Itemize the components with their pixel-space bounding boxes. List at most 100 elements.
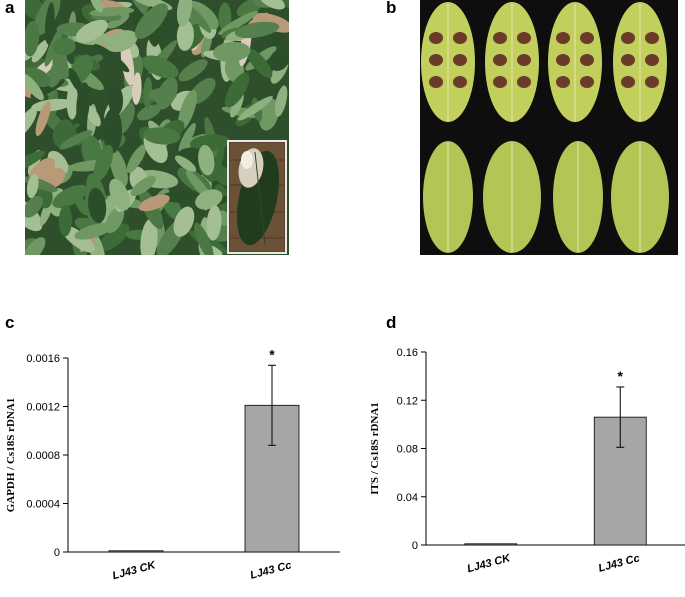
lesion <box>517 54 531 66</box>
y-tick-label: 0.0012 <box>26 402 60 414</box>
leaf <box>174 155 197 172</box>
lesion <box>453 32 467 44</box>
panel-label-c: c <box>5 313 15 332</box>
leaf <box>234 21 280 39</box>
lesion <box>621 76 635 88</box>
lesion <box>493 32 507 44</box>
y-tick-label: 0 <box>412 540 418 552</box>
leaf <box>89 0 103 13</box>
infected-leaf-inset <box>227 140 287 254</box>
leaf <box>142 127 181 145</box>
leaf <box>106 12 130 29</box>
leaf <box>126 144 147 173</box>
leaf <box>99 223 130 252</box>
leaf <box>109 148 128 188</box>
leaf <box>52 184 88 209</box>
leaf <box>258 0 285 10</box>
leaf <box>66 83 78 120</box>
leaf <box>136 104 161 121</box>
panel-label-d: d <box>386 313 397 332</box>
leaf <box>246 48 273 79</box>
y-tick-label: 0.12 <box>397 395 418 407</box>
leaf <box>176 0 193 27</box>
bar <box>593 416 647 546</box>
leaf <box>88 187 107 224</box>
leaf <box>25 150 46 172</box>
leaf <box>76 82 90 126</box>
leaf <box>177 89 197 131</box>
leaf <box>140 218 158 255</box>
leaf <box>148 87 177 103</box>
lesion <box>453 54 467 66</box>
chart-d: 0 0.04 0.08 0.12 0.16 ITS / Cs18S rDNA1 LJ43 C… <box>369 330 685 597</box>
leaf <box>189 134 231 152</box>
leaf <box>52 38 76 56</box>
leaf <box>45 2 55 45</box>
leaf <box>141 55 179 79</box>
panel-label-b: b <box>386 0 397 17</box>
leaf <box>74 223 113 240</box>
leaf <box>224 72 250 108</box>
panel-label-a: a <box>5 0 15 17</box>
leaf <box>178 59 208 82</box>
lesion <box>556 76 570 88</box>
leaf <box>213 41 251 62</box>
tea-field-photo-drawing <box>25 0 289 255</box>
lesion <box>645 32 659 44</box>
leaf <box>162 190 199 203</box>
leaf <box>176 20 194 51</box>
leaf <box>109 178 130 211</box>
leaf <box>25 107 38 138</box>
leaf <box>186 5 212 33</box>
leaf <box>103 108 123 154</box>
inoculated-leaves-drawing <box>420 0 678 255</box>
tea-field-photo <box>25 0 289 255</box>
leaf <box>213 164 232 186</box>
y-axis-label: ITS / Cs18S rDNA1 <box>369 402 381 495</box>
lesion <box>493 54 507 66</box>
lesion <box>517 76 531 88</box>
leaf <box>81 135 102 168</box>
leaf <box>58 205 73 237</box>
leaf <box>274 85 288 117</box>
leaf <box>31 39 49 63</box>
bar <box>108 550 164 553</box>
leaf <box>195 189 223 210</box>
leaf <box>130 175 156 197</box>
leaf <box>218 2 232 32</box>
leaf <box>206 205 222 241</box>
y-tick-label: 0.08 <box>397 444 418 456</box>
chart-d-svg: 0 0.04 0.08 0.12 0.16 ITS / Cs18S rDNA1 LJ43 C… <box>369 347 685 575</box>
leaf <box>178 123 196 153</box>
lesion <box>645 54 659 66</box>
lesion <box>580 76 594 88</box>
inoculated-leaves-photo <box>420 0 678 255</box>
leaf <box>134 3 168 39</box>
lesion <box>621 32 635 44</box>
leaf <box>108 85 124 116</box>
leaf <box>25 73 44 101</box>
lesion <box>621 54 635 66</box>
leaf <box>26 174 39 199</box>
y-tick-label: 0.16 <box>397 347 418 359</box>
blighted-leaf <box>138 194 170 212</box>
leaf <box>93 144 114 181</box>
leaf <box>25 195 43 218</box>
significance-marker: * <box>269 346 275 362</box>
blighted-leaf <box>132 72 142 105</box>
leaf <box>268 49 289 71</box>
y-tick-label: 0 <box>54 547 60 559</box>
leaf <box>143 76 153 109</box>
blighted-leaf <box>120 41 135 86</box>
leaf <box>173 206 195 237</box>
blighted-leaf <box>35 101 51 136</box>
leaf <box>218 10 258 35</box>
leaf <box>25 20 40 57</box>
lesion <box>556 54 570 66</box>
lesion <box>645 76 659 88</box>
leaf <box>59 130 93 150</box>
chart-c: 0 0.0004 0.0008 0.0012 0.0016 GAPDH / Cs18S r… <box>0 330 340 597</box>
chart-c-svg: 0 0.0004 0.0008 0.0012 0.0016 GAPDH / Cs18S r… <box>5 346 340 582</box>
category-label: LJ43 Cc <box>249 559 293 582</box>
lesion <box>429 76 443 88</box>
